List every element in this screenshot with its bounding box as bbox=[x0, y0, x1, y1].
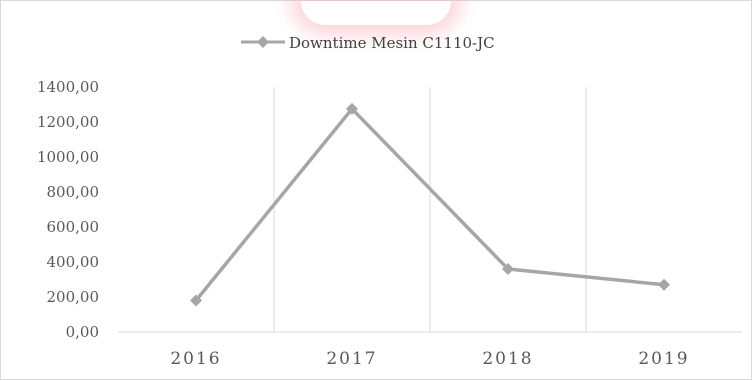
series-line bbox=[194, 107, 665, 302]
data-point-marker bbox=[502, 263, 514, 275]
y-tick-label: 0,00 bbox=[66, 323, 99, 341]
y-tick-label: 200,00 bbox=[47, 288, 100, 306]
y-tick-label: 400,00 bbox=[47, 253, 100, 271]
data-point-marker bbox=[658, 278, 670, 291]
x-tick-label: 2016 bbox=[170, 349, 221, 369]
legend-marker-swatch bbox=[257, 36, 269, 48]
y-tick-label: 1400,00 bbox=[37, 78, 99, 96]
y-tick-label: 800,00 bbox=[47, 183, 100, 201]
y-tick-label: 1200,00 bbox=[37, 113, 99, 131]
x-tick-label: 2018 bbox=[482, 349, 533, 369]
data-point-marker bbox=[346, 102, 358, 115]
y-axis-tick-labels: 0,00 200,00 400,00 600,00 800,00 1000,00 1200,… bbox=[37, 78, 99, 341]
series-layer bbox=[190, 102, 670, 307]
x-tick-label: 2019 bbox=[638, 349, 689, 369]
y-tick-label: 600,00 bbox=[47, 218, 100, 236]
legend: Downtime Mesin C1110-JC bbox=[241, 34, 495, 52]
x-axis-tick-labels: 2016 2017 2018 2019 bbox=[170, 349, 689, 369]
x-tick-label: 2017 bbox=[326, 349, 377, 369]
data-point-marker bbox=[190, 294, 202, 307]
watermark-overlay bbox=[301, 1, 451, 25]
legend-label: Downtime Mesin C1110-JC bbox=[289, 34, 495, 52]
grid-layer bbox=[273, 87, 587, 332]
y-tick-label: 1000,00 bbox=[37, 148, 99, 166]
